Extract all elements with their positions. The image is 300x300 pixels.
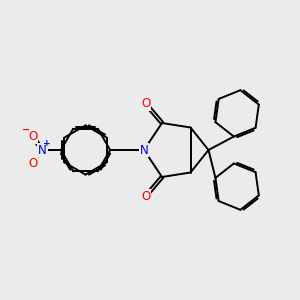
Text: O: O <box>141 97 150 110</box>
Text: N: N <box>140 143 148 157</box>
Text: −: − <box>22 125 30 135</box>
Text: N: N <box>38 143 47 157</box>
Text: O: O <box>141 190 150 203</box>
Text: +: + <box>43 139 51 148</box>
Text: O: O <box>28 157 37 170</box>
Text: O: O <box>28 130 37 143</box>
